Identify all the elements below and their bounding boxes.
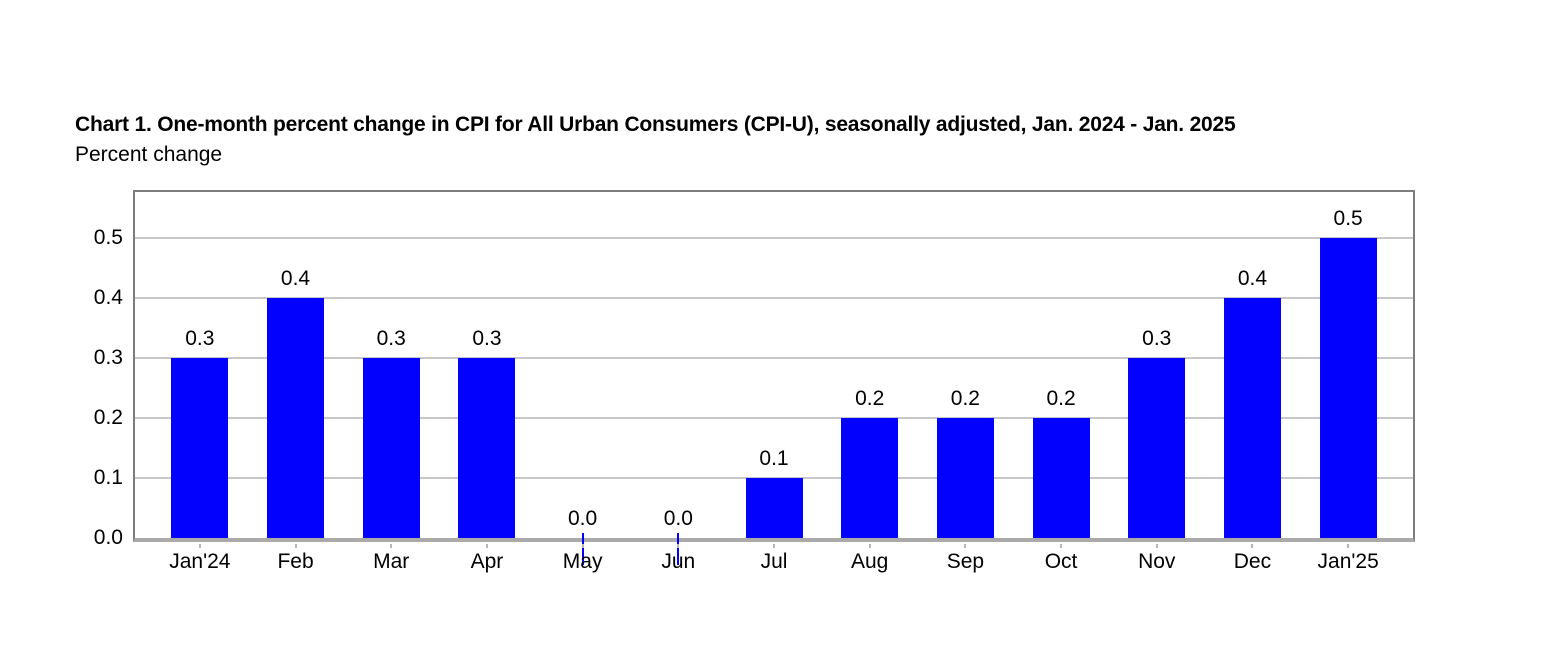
x-tick-label-May: May [562,550,603,573]
y-tick-label: 0.5 [93,226,123,249]
bar-Mar [362,358,420,538]
x-tick-mark [1060,544,1063,548]
bar-value-label: 0.2 [855,387,885,410]
bar-value-label: 0.3 [472,327,502,350]
bar-value-label: 0.4 [1237,267,1268,290]
bar-value-label: 0.0 [568,507,598,530]
bar-Apr [458,358,516,538]
bar-value-label: 0.2 [1046,387,1076,410]
zero-bar-marker-May [581,533,584,565]
bar-Nov [1128,358,1186,538]
x-tick-label-Oct: Oct [1044,550,1078,573]
x-tick-mark [964,544,967,548]
x-tick-mark [773,544,775,548]
gridline-0.5 [135,237,1413,239]
y-tick-label: 0.1 [93,466,123,489]
x-tick-mark [1347,544,1350,548]
x-tick-mark [294,544,297,548]
x-tick-label-Jan'24: Jan'24 [169,550,231,573]
y-tick-label: 0.0 [93,526,123,549]
y-tick-label: 0.3 [93,346,123,369]
x-tick-mark [677,544,680,548]
y-tick-label: 0.4 [93,286,123,309]
x-tick-mark [581,544,584,548]
bar-Sep [936,418,994,538]
bar-value-label: 0.3 [1142,327,1172,350]
zero-bar-marker-Jun [677,533,680,565]
chart-title: Chart 1. One-month percent change in CPI… [75,113,1236,136]
x-tick-label-Jan'25: Jan'25 [1317,550,1379,573]
bar-Feb [267,298,325,538]
x-tick-label-Aug: Aug [851,550,889,573]
x-tick-mark [198,544,201,548]
x-tick-mark [390,544,393,548]
x-tick-label-Sep: Sep [946,550,985,573]
x-tick-label-Feb: Feb [277,550,314,573]
bar-value-label: 0.2 [950,387,980,410]
bar-Jan'25 [1319,238,1377,538]
bar-Dec [1223,298,1281,538]
bar-value-label: 0.0 [663,507,693,530]
x-tick-mark [485,544,488,548]
bar-Jul [745,478,803,538]
bar-value-label: 0.3 [185,327,215,350]
bar-value-label: 0.4 [280,267,311,290]
x-tick-label-Jun: Jun [661,550,696,573]
gridline-0.4 [135,297,1413,299]
bar-value-label: 0.3 [376,327,406,350]
bar-value-label: 0.1 [759,447,789,470]
plot-area: 0.0 0.1 0.2 0.3 0.4 0.5 0.3 Jan'24 0.4 Feb 0.3 Mar 0… [94,190,1415,573]
x-tick-label-Dec: Dec [1233,550,1272,573]
y-axis-unit-label: Percent change [75,143,223,166]
x-tick-mark [868,544,871,548]
x-tick-label-Jul: Jul [760,550,788,573]
y-tick-label: 0.2 [93,406,123,429]
gridline-0.3 [135,357,1413,359]
bar-value-label: 0.5 [1333,207,1363,230]
gridline-0.2 [135,417,1413,419]
x-tick-label-Apr: Apr [470,550,504,573]
x-tick-mark [1155,544,1158,548]
x-tick-label-Mar: Mar [373,550,410,573]
bar-Jan'24 [171,358,229,538]
bar-Aug [841,418,899,538]
x-tick-label-Nov: Nov [1138,550,1176,573]
bar-Oct [1032,418,1090,538]
x-tick-mark [1251,544,1254,548]
